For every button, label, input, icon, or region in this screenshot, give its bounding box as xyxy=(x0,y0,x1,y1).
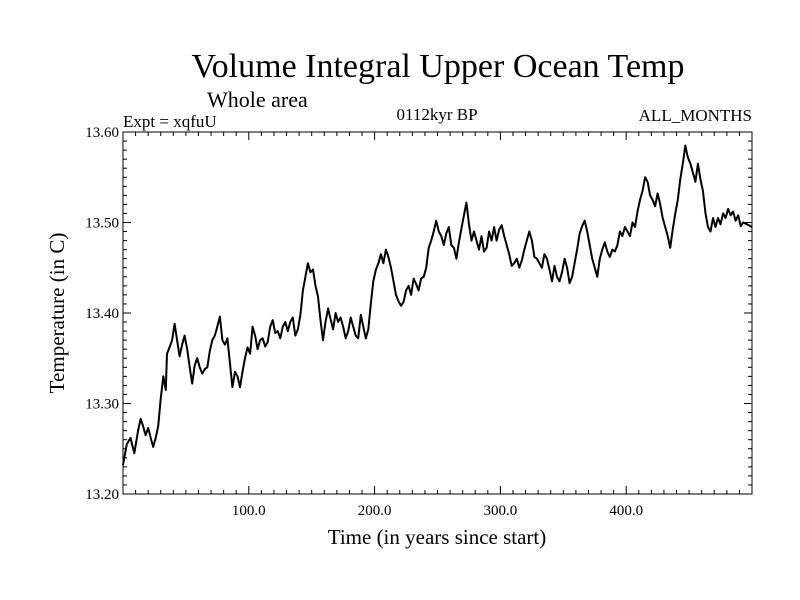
chart-title: Volume Integral Upper Ocean Temp xyxy=(192,48,685,85)
x-axis-ticks xyxy=(135,132,740,494)
plot-frame xyxy=(122,131,753,495)
chart-subtitle: Whole area xyxy=(207,87,308,112)
x-axis-label: Time (in years since start) xyxy=(328,525,547,549)
x-tick-label: 100.0 xyxy=(232,503,266,519)
y-tick-label: 13.40 xyxy=(85,306,119,322)
x-axis-tick-labels: 100.0 200.0 300.0 400.0 xyxy=(232,503,643,519)
months-label: ALL_MONTHS xyxy=(639,106,752,125)
y-tick-label: 13.60 xyxy=(85,125,119,141)
y-tick-label: 13.30 xyxy=(85,397,119,413)
series-line-xqfuU xyxy=(122,144,753,466)
x-tick-label: 200.0 xyxy=(358,503,392,519)
y-axis-ticks xyxy=(123,140,752,486)
y-axis-tick-labels: 13.20 13.30 13.40 13.50 13.60 xyxy=(85,125,119,503)
x-tick-label: 300.0 xyxy=(484,503,518,519)
y-tick-label: 13.20 xyxy=(85,487,119,503)
x-tick-label: 400.0 xyxy=(609,503,643,519)
experiment-label: Expt = xqfuU xyxy=(123,112,217,131)
period-label: 0112kyr BP xyxy=(396,105,477,124)
y-axis-label: Temperature (in C) xyxy=(45,233,69,394)
y-tick-label: 13.50 xyxy=(85,216,119,232)
